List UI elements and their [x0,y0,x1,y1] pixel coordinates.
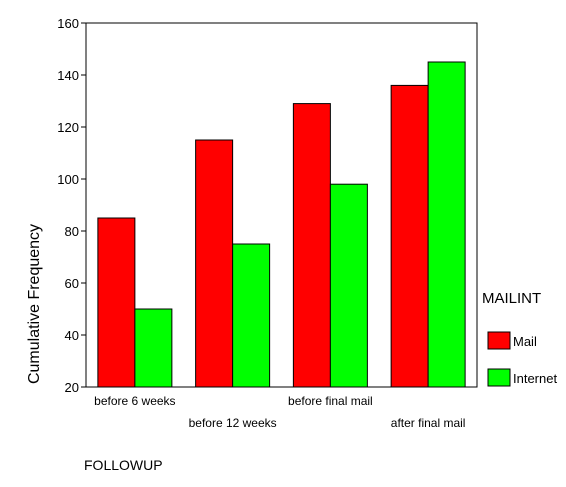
x-tick-label: after final mail [391,416,466,430]
y-axis: 20 40 60 80 100 120 140 160 [57,16,86,395]
x-tick-label: before 6 weeks [94,394,175,408]
legend-swatch-internet [487,368,511,387]
bars [97,61,466,388]
y-tick-label: 40 [65,328,79,343]
legend: MAILINT Mail Internet [482,290,557,387]
x-axis: before 6 weeks before 12 weeks before fina… [94,394,465,430]
y-tick-label: 140 [57,68,79,83]
y-tick-label: 160 [57,16,79,31]
y-axis-label: Cumulative Frequency [26,224,43,384]
y-tick-label: 60 [65,276,79,291]
bar-mail [292,103,331,388]
y-tick-label: 20 [65,380,79,395]
y-tick-label: 80 [65,224,79,239]
bar-mail [97,217,136,388]
x-tick-label: before 12 weeks [189,416,277,430]
y-tick-label: 120 [57,120,79,135]
bar-mail [195,139,234,388]
bar-internet [134,308,173,388]
legend-label-internet: Internet [513,371,557,386]
y-tick-label: 100 [57,172,79,187]
bar-internet [329,183,368,388]
legend-title: MAILINT [482,290,541,307]
bar-mail [390,84,429,388]
legend-label-mail: Mail [513,334,537,349]
x-tick-label: before final mail [288,394,373,408]
legend-items: Mail Internet [487,331,557,387]
x-axis-label: FOLLOWUP [84,457,163,473]
bar-internet [427,61,466,388]
legend-swatch-mail [487,331,511,350]
bar-internet [232,243,271,388]
